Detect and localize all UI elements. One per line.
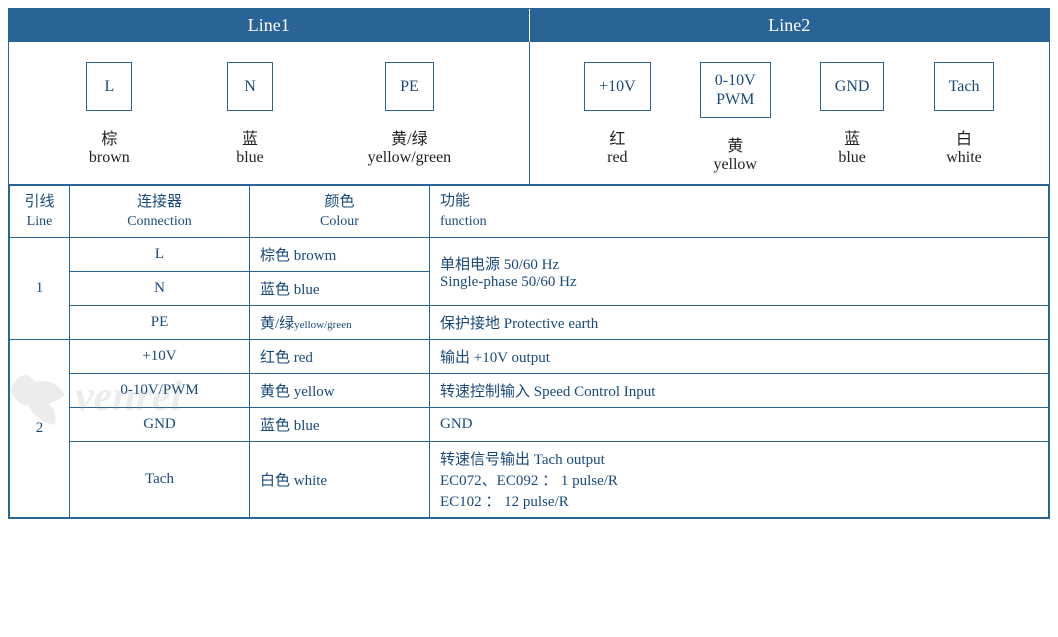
th-colour: 颜色 Colour bbox=[250, 186, 430, 238]
table-row: Tach 白色 white 转速信号输出 Tach output EC072、E… bbox=[10, 442, 1049, 518]
th-line-cn: 引线 bbox=[20, 193, 59, 213]
label-cn-N: 蓝 bbox=[242, 125, 258, 149]
label-cn-PWM: 黄 bbox=[727, 132, 743, 156]
terminal-PWM: 0-10V PWM 黄 yellow bbox=[700, 62, 771, 174]
th-func-cn: 功能 bbox=[440, 193, 470, 209]
label-cn-L: 棕 bbox=[101, 125, 117, 149]
th-function: 功能 function bbox=[430, 186, 1049, 238]
label-cn-PE: 黄/绿 bbox=[391, 125, 427, 149]
terminal-box-GND: GND bbox=[820, 62, 885, 111]
func-power-cn: 单相电源 50/60 Hz bbox=[440, 253, 1038, 274]
label-en-L: brown bbox=[89, 149, 130, 167]
top-header-row: Line1 Line2 bbox=[9, 9, 1049, 42]
func-tach-l2: EC072、EC092 ： 1 pulse/R bbox=[440, 469, 1038, 490]
cell-conn-GND: GND bbox=[70, 408, 250, 442]
label-en-N: blue bbox=[236, 149, 264, 167]
label-cn-10V: 红 bbox=[609, 125, 625, 149]
wiring-spec-container: Line1 Line2 L 棕 brown N 蓝 blue PE 黄/绿 ye… bbox=[8, 8, 1050, 519]
cell-func-power: 单相电源 50/60 Hz Single-phase 50/60 Hz bbox=[430, 238, 1049, 306]
colour-PE-en: yellow/green bbox=[294, 319, 351, 331]
label-en-10V: red bbox=[607, 149, 627, 167]
label-en-PWM: yellow bbox=[713, 156, 757, 174]
terminal-GND: GND 蓝 blue bbox=[820, 62, 885, 167]
label-en-Tach: white bbox=[946, 149, 982, 167]
table-row: PE 黄/绿yellow/green 保护接地 Protective earth bbox=[10, 306, 1049, 340]
table-row: GND 蓝色 blue GND bbox=[10, 408, 1049, 442]
cell-colour-10V: 红色 red bbox=[250, 340, 430, 374]
th-func-en: function bbox=[440, 214, 487, 229]
label-cn-GND: 蓝 bbox=[844, 125, 860, 149]
cell-colour-N: 蓝色 blue bbox=[250, 272, 430, 306]
terminal-box-PE: PE bbox=[385, 62, 434, 111]
cell-colour-Tach: 白色 white bbox=[250, 442, 430, 518]
func-tach-l3: EC102 ： 12 pulse/R bbox=[440, 490, 1038, 511]
func-tach-l1: 转速信号输出 Tach output bbox=[440, 448, 1038, 469]
terminal-box-L: L bbox=[86, 62, 132, 111]
label-en-GND: blue bbox=[838, 149, 866, 167]
cell-conn-PWM: 0-10V/PWM bbox=[70, 374, 250, 408]
label-en-PE: yellow/green bbox=[368, 149, 452, 167]
th-colour-cn: 颜色 bbox=[260, 193, 419, 213]
th-line: 引线 Line bbox=[10, 186, 70, 238]
cell-line-1: 1 bbox=[10, 238, 70, 340]
cell-colour-L: 棕色 browm bbox=[250, 238, 430, 272]
cell-func-GND: GND bbox=[430, 408, 1049, 442]
terminal-box-Tach: Tach bbox=[934, 62, 995, 111]
colour-PE-cn: 黄/绿 bbox=[260, 316, 294, 332]
th-connection: 连接器 Connection bbox=[70, 186, 250, 238]
cell-colour-PE: 黄/绿yellow/green bbox=[250, 306, 430, 340]
terminal-N: N 蓝 blue bbox=[227, 62, 273, 167]
terminal-10V: +10V 红 red bbox=[584, 62, 651, 167]
cell-colour-PWM: 黄色 yellow bbox=[250, 374, 430, 408]
header-line1: Line1 bbox=[9, 9, 530, 42]
header-line2: Line2 bbox=[530, 9, 1050, 42]
terminal-PE: PE 黄/绿 yellow/green bbox=[368, 62, 452, 167]
cell-conn-N: N bbox=[70, 272, 250, 306]
cell-colour-GND: 蓝色 blue bbox=[250, 408, 430, 442]
cell-conn-Tach: Tach bbox=[70, 442, 250, 518]
th-conn-en: Connection bbox=[80, 213, 239, 231]
terminal-box-PWM: 0-10V PWM bbox=[700, 62, 771, 118]
table-header-row: 引线 Line 连接器 Connection 颜色 Colour 功能 func… bbox=[10, 186, 1049, 238]
cell-func-10V: 输出 +10V output bbox=[430, 340, 1049, 374]
line1-diagram: L 棕 brown N 蓝 blue PE 黄/绿 yellow/green bbox=[9, 42, 530, 184]
table-row: 0-10V/PWM 黄色 yellow 转速控制输入 Speed Control… bbox=[10, 374, 1049, 408]
line2-diagram: +10V 红 red 0-10V PWM 黄 yellow GND 蓝 blue… bbox=[530, 42, 1050, 184]
cell-func-PE: 保护接地 Protective earth bbox=[430, 306, 1049, 340]
cell-conn-L: L bbox=[70, 238, 250, 272]
cell-line-2: 2 venrel bbox=[10, 340, 70, 518]
terminal-box-N: N bbox=[227, 62, 273, 111]
cell-conn-10V: +10V bbox=[70, 340, 250, 374]
terminal-Tach: Tach 白 white bbox=[934, 62, 995, 167]
func-power-en: Single-phase 50/60 Hz bbox=[440, 274, 1038, 291]
terminal-L: L 棕 brown bbox=[86, 62, 132, 167]
terminal-box-10V: +10V bbox=[584, 62, 651, 111]
th-colour-en: Colour bbox=[260, 213, 419, 231]
cell-func-PWM: 转速控制输入 Speed Control Input bbox=[430, 374, 1049, 408]
th-line-en: Line bbox=[20, 213, 59, 231]
table-row: 1 L 棕色 browm 单相电源 50/60 Hz Single-phase … bbox=[10, 238, 1049, 272]
cell-conn-PE: PE bbox=[70, 306, 250, 340]
spec-table: 引线 Line 连接器 Connection 颜色 Colour 功能 func… bbox=[9, 185, 1049, 518]
label-cn-Tach: 白 bbox=[956, 125, 972, 149]
cell-func-Tach: 转速信号输出 Tach output EC072、EC092 ： 1 pulse… bbox=[430, 442, 1049, 518]
line2-number: 2 bbox=[36, 420, 44, 436]
th-conn-cn: 连接器 bbox=[80, 193, 239, 213]
terminal-diagram-row: L 棕 brown N 蓝 blue PE 黄/绿 yellow/green +… bbox=[9, 42, 1049, 185]
table-row: 2 venrel +10V 红色 red 输出 +10V output bbox=[10, 340, 1049, 374]
